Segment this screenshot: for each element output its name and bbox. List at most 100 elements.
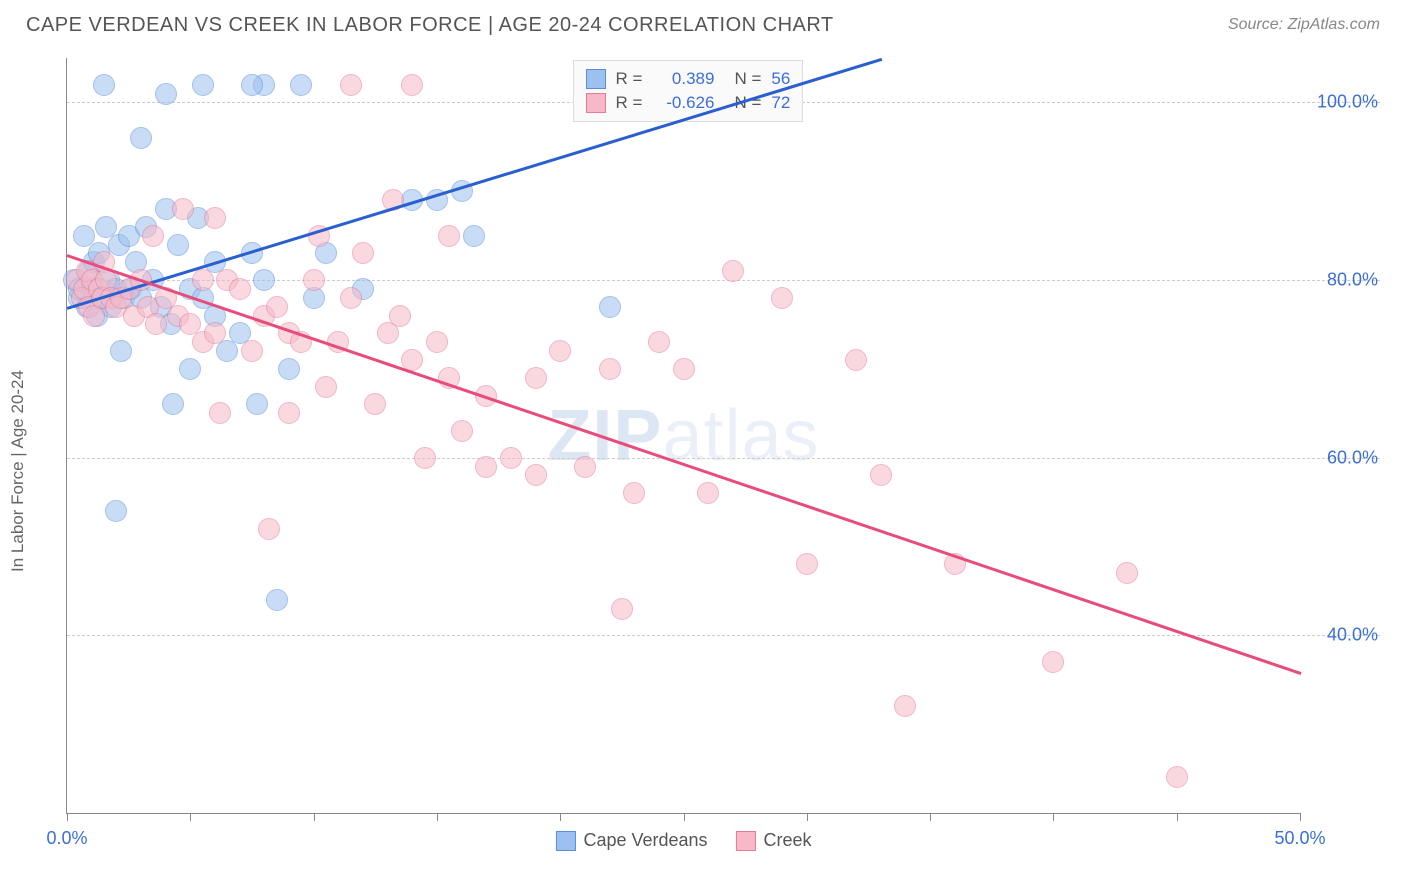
data-point — [599, 358, 621, 380]
data-point — [648, 331, 670, 353]
data-point — [278, 402, 300, 424]
data-point — [266, 589, 288, 611]
series-legend-label: Cape Verdeans — [583, 830, 707, 851]
correlation-legend: R =0.389N =56R =-0.626N =72 — [573, 60, 804, 122]
legend-swatch — [736, 831, 756, 851]
data-point — [105, 500, 127, 522]
legend-swatch — [586, 69, 606, 89]
data-point — [93, 74, 115, 96]
data-point — [352, 242, 374, 264]
data-point — [438, 225, 460, 247]
x-tick — [930, 813, 931, 821]
data-point — [303, 269, 325, 291]
chart-title: CAPE VERDEAN VS CREEK IN LABOR FORCE | A… — [26, 14, 834, 37]
data-point — [525, 367, 547, 389]
x-tick — [437, 813, 438, 821]
data-point — [246, 393, 268, 415]
gridline — [67, 635, 1380, 636]
y-tick-label: 100.0% — [1308, 92, 1378, 113]
data-point — [172, 198, 194, 220]
series-legend-item: Cape Verdeans — [555, 830, 707, 851]
data-point — [162, 393, 184, 415]
data-point — [414, 447, 436, 469]
data-point — [673, 358, 695, 380]
x-tick — [1300, 813, 1301, 821]
y-tick-label: 60.0% — [1308, 447, 1378, 468]
x-tick — [807, 813, 808, 821]
x-tick — [67, 813, 68, 821]
data-point — [475, 456, 497, 478]
x-tick-label: 50.0% — [1274, 828, 1325, 849]
data-point — [771, 287, 793, 309]
data-point — [142, 225, 164, 247]
x-tick — [560, 813, 561, 821]
data-point — [204, 322, 226, 344]
x-tick-label: 0.0% — [46, 828, 87, 849]
x-tick — [1177, 813, 1178, 821]
data-point — [549, 340, 571, 362]
data-point — [870, 464, 892, 486]
trend-line — [67, 58, 882, 309]
plot-area: ZIPatlas 40.0%60.0%80.0%100.0%0.0%50.0%R… — [66, 58, 1300, 814]
data-point — [525, 464, 547, 486]
data-point — [364, 393, 386, 415]
data-point — [1116, 562, 1138, 584]
x-tick — [314, 813, 315, 821]
data-point — [894, 695, 916, 717]
data-point — [253, 269, 275, 291]
data-point — [241, 340, 263, 362]
data-point — [155, 83, 177, 105]
data-point — [1042, 651, 1064, 673]
legend-r-value: 0.389 — [652, 69, 714, 89]
data-point — [796, 553, 818, 575]
data-point — [278, 358, 300, 380]
data-point — [426, 331, 448, 353]
chart-header: CAPE VERDEAN VS CREEK IN LABOR FORCE | A… — [0, 0, 1406, 50]
data-point — [229, 278, 251, 300]
data-point — [209, 402, 231, 424]
legend-r-label: R = — [616, 69, 643, 89]
data-point — [179, 358, 201, 380]
data-point — [315, 376, 337, 398]
data-point — [340, 74, 362, 96]
data-point — [241, 74, 263, 96]
data-point — [451, 420, 473, 442]
legend-n-value: 72 — [771, 93, 790, 113]
data-point — [290, 74, 312, 96]
x-tick — [190, 813, 191, 821]
series-legend-item: Creek — [736, 830, 812, 851]
data-point — [389, 305, 411, 327]
series-legend-label: Creek — [764, 830, 812, 851]
legend-swatch — [555, 831, 575, 851]
data-point — [623, 482, 645, 504]
y-axis-label: In Labor Force | Age 20-24 — [8, 370, 28, 572]
data-point — [258, 518, 280, 540]
data-point — [167, 234, 189, 256]
data-point — [204, 207, 226, 229]
data-point — [110, 340, 132, 362]
data-point — [145, 313, 167, 335]
correlation-legend-row: R =0.389N =56 — [586, 67, 791, 91]
legend-swatch — [586, 93, 606, 113]
legend-r-value: -0.626 — [652, 93, 714, 113]
data-point — [130, 127, 152, 149]
data-point — [722, 260, 744, 282]
data-point — [500, 447, 522, 469]
x-tick — [684, 813, 685, 821]
y-tick-label: 40.0% — [1308, 625, 1378, 646]
data-point — [266, 296, 288, 318]
data-point — [463, 225, 485, 247]
chart-container: In Labor Force | Age 20-24 ZIPatlas 40.0… — [26, 48, 1380, 874]
gridline — [67, 458, 1380, 459]
chart-source: Source: ZipAtlas.com — [1228, 16, 1380, 34]
data-point — [401, 74, 423, 96]
trend-line — [67, 254, 1302, 674]
x-tick — [1053, 813, 1054, 821]
data-point — [845, 349, 867, 371]
data-point — [611, 598, 633, 620]
data-point — [599, 296, 621, 318]
y-tick-label: 80.0% — [1308, 270, 1378, 291]
data-point — [192, 269, 214, 291]
series-legend: Cape Verdeans Creek — [555, 830, 811, 851]
data-point — [697, 482, 719, 504]
